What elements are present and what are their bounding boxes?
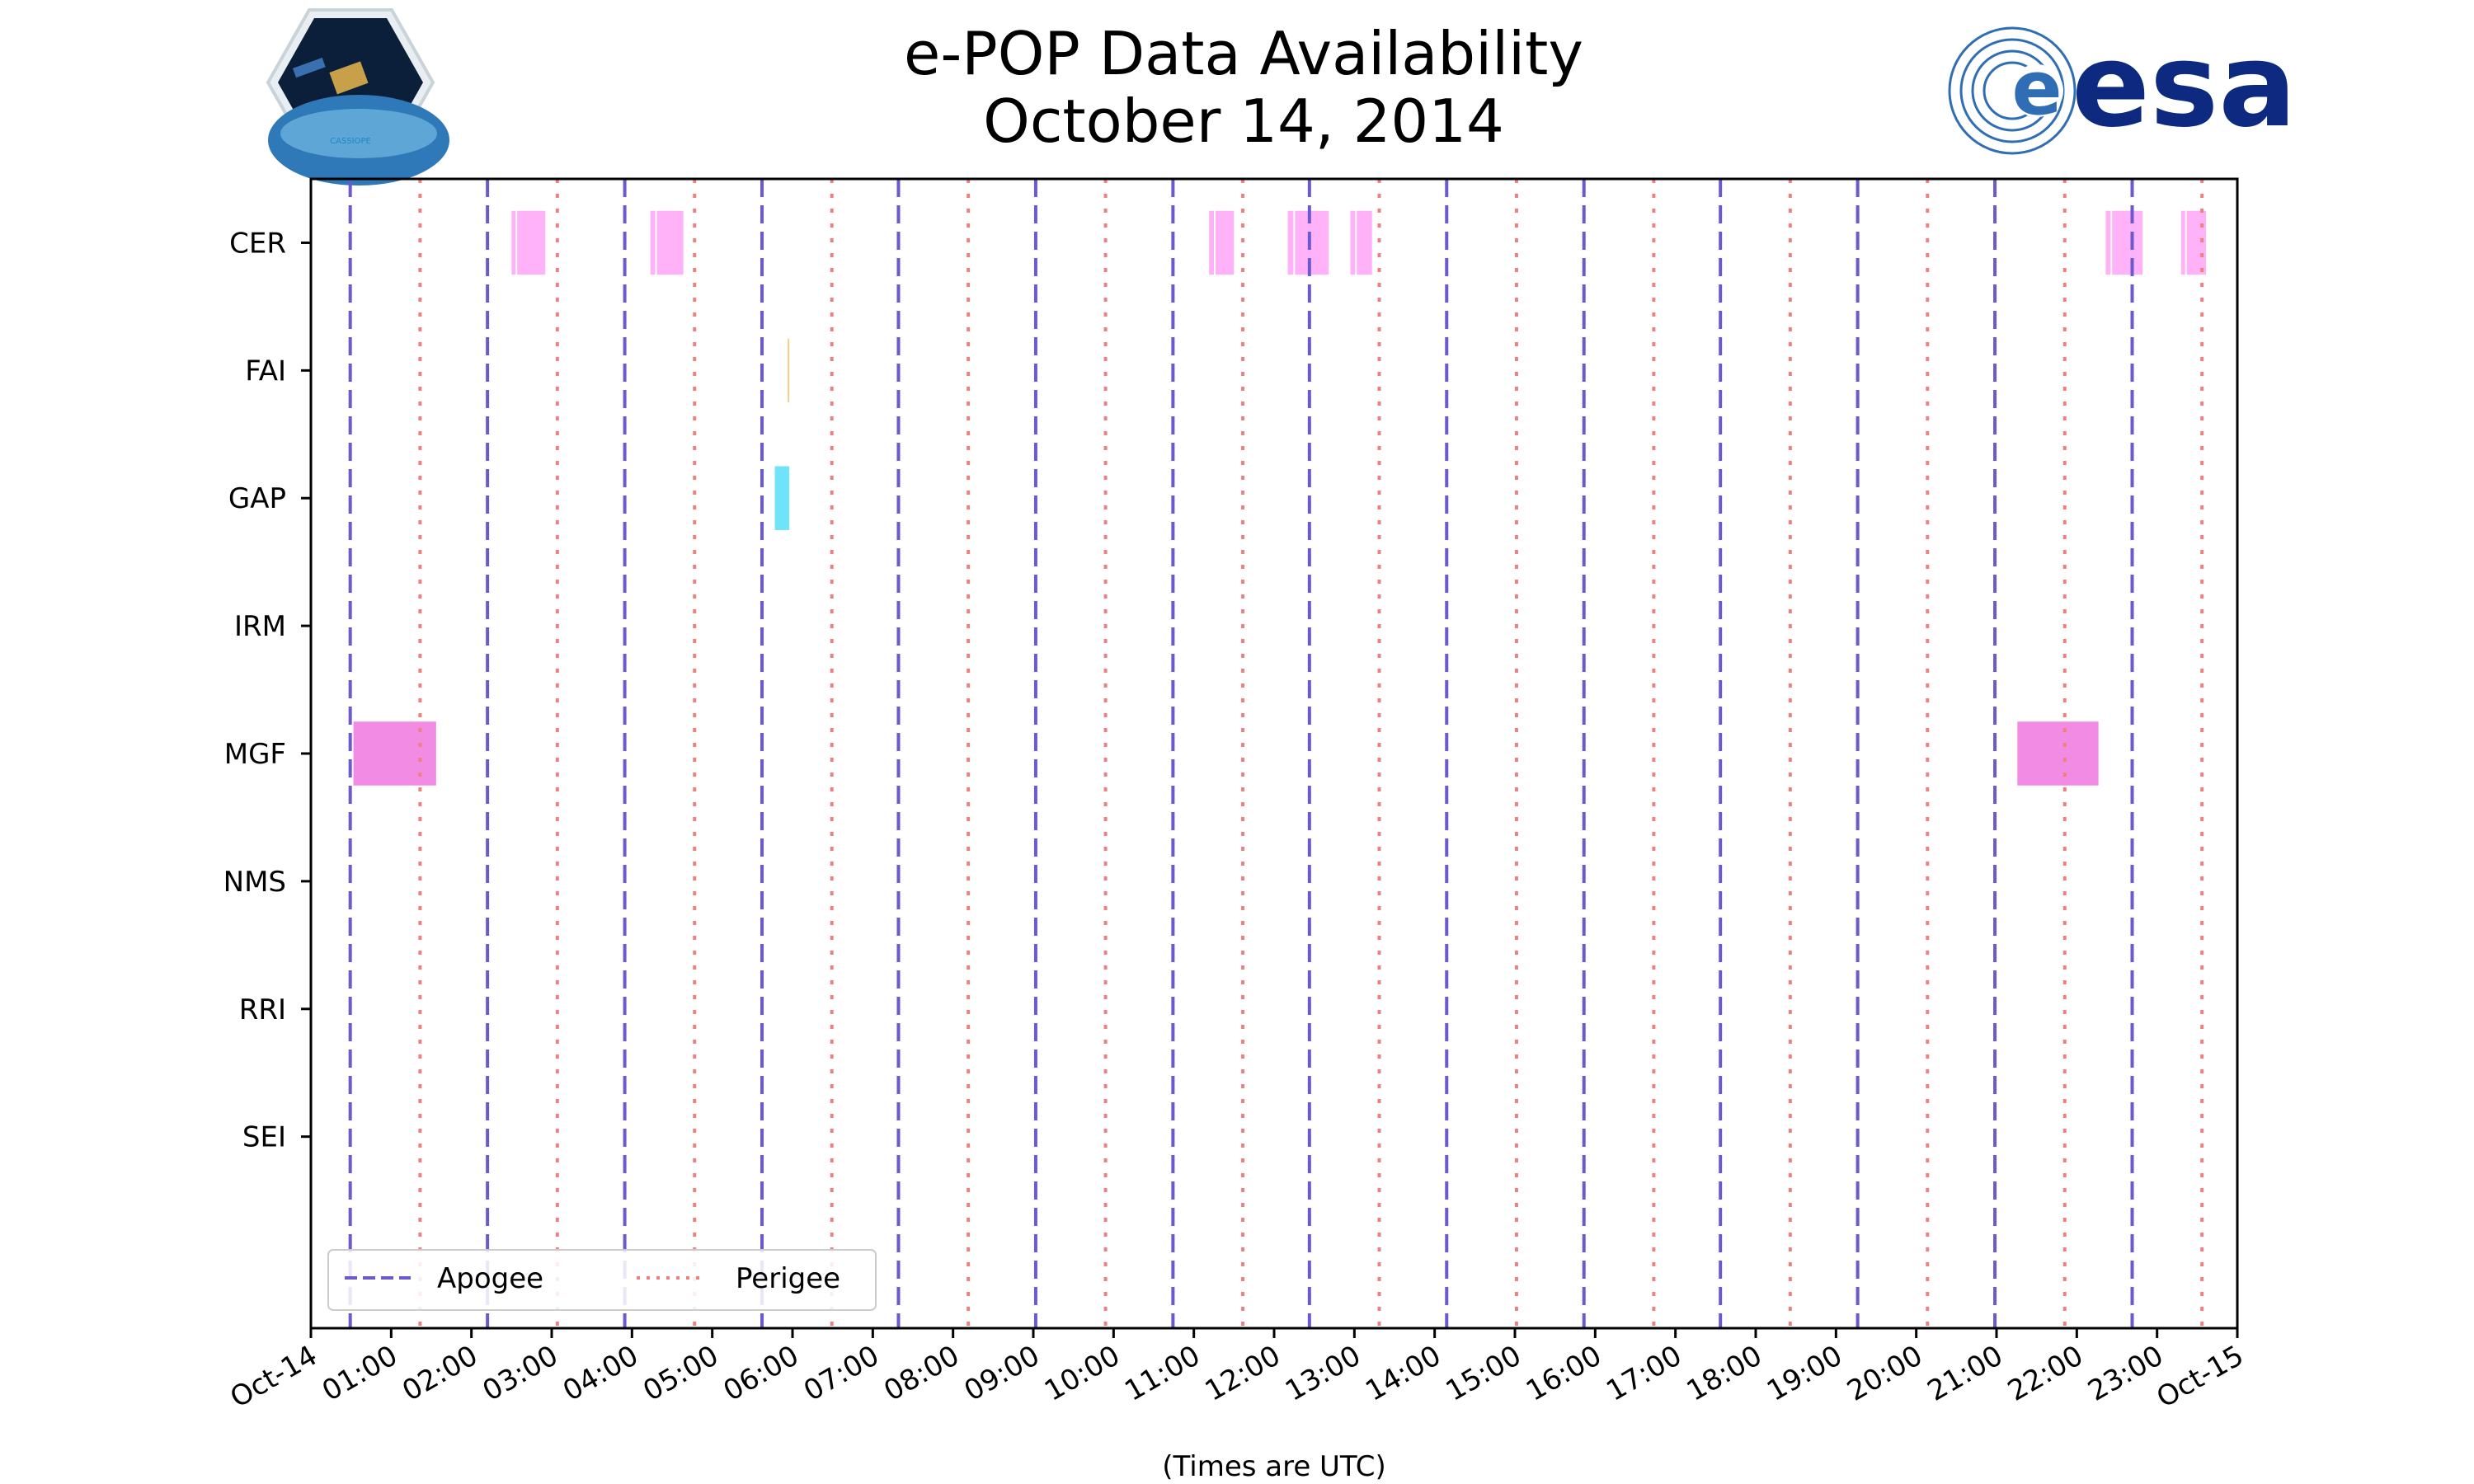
x-tick-label: 04:00	[557, 1339, 644, 1408]
y-tick-label-rri: RRI	[239, 993, 286, 1026]
bar-cer	[1295, 210, 1329, 275]
x-tick-label: Oct-15	[2151, 1339, 2249, 1415]
x-tick-label: 05:00	[637, 1339, 724, 1408]
x-axis-label: (Times are UTC)	[1162, 1450, 1385, 1483]
x-tick-label: 01:00	[317, 1339, 403, 1408]
bar-cer	[2180, 210, 2185, 275]
esa-logo: e esa	[1948, 19, 2297, 155]
bar-cer	[1350, 210, 1356, 275]
x-tick-label: 14:00	[1360, 1339, 1446, 1408]
y-tick-label-sei: SEI	[242, 1121, 286, 1154]
svg-text:CASSIOPE: CASSIOPE	[330, 137, 371, 146]
x-tick-label: 17:00	[1601, 1339, 1687, 1408]
chart-title: e-POP Data Availability	[904, 19, 1583, 88]
x-tick-label: 09:00	[959, 1339, 1046, 1408]
y-tick-label-gap: GAP	[228, 482, 286, 515]
bar-cer	[517, 210, 546, 275]
bar-cer	[1215, 210, 1235, 275]
bar-cer	[1287, 210, 1294, 275]
legend-perigee-label: Perigee	[736, 1262, 840, 1295]
x-tick-label: 19:00	[1761, 1339, 1848, 1408]
x-tick-label: 21:00	[1922, 1339, 2009, 1408]
bar-cer	[511, 210, 516, 275]
bar-cer	[1209, 210, 1214, 275]
bar-cer	[2112, 210, 2143, 275]
chart-subtitle: October 14, 2014	[983, 87, 1504, 156]
bar-gap	[774, 466, 790, 530]
svg-text:e: e	[2011, 45, 2062, 132]
x-tick-label: 18:00	[1681, 1339, 1768, 1408]
y-tick-label-irm: IRM	[234, 610, 286, 643]
y-tick-label-fai: FAI	[245, 355, 286, 387]
y-tick-label-nms: NMS	[223, 866, 286, 899]
x-tick-label: 22:00	[2002, 1339, 2089, 1408]
x-tick-label: 06:00	[718, 1339, 805, 1408]
bar-cer	[2186, 210, 2207, 275]
axes: CER FAI GAP IRM MGF NMS RRI SEI Oct-1401:0002:00…	[223, 227, 2250, 1415]
bar-fai	[788, 338, 790, 403]
x-tick-label: 10:00	[1039, 1339, 1126, 1408]
cassiope-logo: CASSIOPE	[266, 8, 449, 186]
x-tick-label: 11:00	[1119, 1339, 1206, 1408]
x-tick-label: 07:00	[798, 1339, 885, 1408]
x-tick-label: 16:00	[1521, 1339, 1607, 1408]
bar-cer	[1357, 210, 1372, 275]
plot-area	[348, 179, 2207, 1328]
bar-cer	[2105, 210, 2111, 275]
y-tick-label-mgf: MGF	[224, 738, 286, 771]
x-tick-label: 03:00	[477, 1339, 564, 1408]
y-tick-label-cer: CER	[229, 227, 286, 260]
bar-cer	[656, 210, 684, 275]
x-tick-label: 13:00	[1280, 1339, 1366, 1408]
legend: Apogee Perigee	[327, 1249, 877, 1311]
x-tick-label: 12:00	[1200, 1339, 1286, 1408]
x-tick-label: 15:00	[1441, 1339, 1527, 1408]
bar-mgf	[2017, 721, 2099, 786]
x-tick-label: 23:00	[2082, 1339, 2169, 1408]
svg-text:esa: esa	[2072, 19, 2297, 153]
bar-mgf	[353, 721, 436, 786]
x-tick-label: 02:00	[397, 1339, 483, 1408]
bar-cer	[650, 210, 656, 275]
x-tick-label: 08:00	[878, 1339, 965, 1408]
x-tick-label: Oct-14	[224, 1339, 322, 1415]
x-tick-label: 20:00	[1841, 1339, 1928, 1408]
legend-apogee-label: Apogee	[437, 1262, 543, 1295]
plot-frame	[309, 177, 2239, 1330]
legend-box	[327, 1249, 877, 1311]
